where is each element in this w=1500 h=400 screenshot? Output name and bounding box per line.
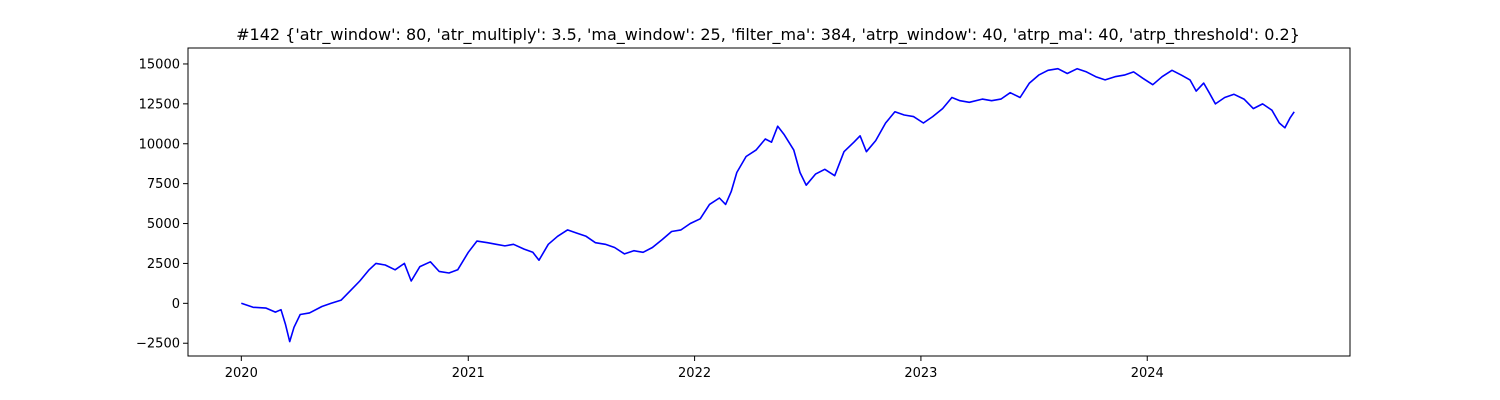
y-tick-label: 0 — [172, 297, 180, 312]
x-tick-label: 2022 — [678, 366, 711, 381]
x-tick-label: 2021 — [452, 366, 485, 381]
x-tick-label: 2023 — [904, 366, 937, 381]
axes-frame — [187, 47, 1351, 357]
y-tick-label: 2500 — [147, 257, 180, 272]
chart-title: #142 {'atr_window': 80, 'atr_multiply': … — [236, 25, 1300, 45]
x-tick-label: 2024 — [1131, 366, 1164, 381]
y-tick-label: 5000 — [147, 217, 180, 232]
y-tick-label: −2500 — [136, 337, 180, 352]
series-line — [241, 67, 1295, 343]
y-axis: −2500 0 2500 5000 7500 10000 12500 15000 — [136, 57, 188, 352]
y-tick-label: 12500 — [139, 97, 180, 112]
plot-area — [241, 67, 1295, 343]
y-tick-label: 10000 — [139, 137, 180, 152]
y-tick-label: 7500 — [147, 177, 180, 192]
x-axis: 2020 2021 2022 2023 2024 — [225, 356, 1164, 381]
y-tick-label: 15000 — [139, 57, 180, 72]
x-tick-label: 2020 — [225, 366, 258, 381]
